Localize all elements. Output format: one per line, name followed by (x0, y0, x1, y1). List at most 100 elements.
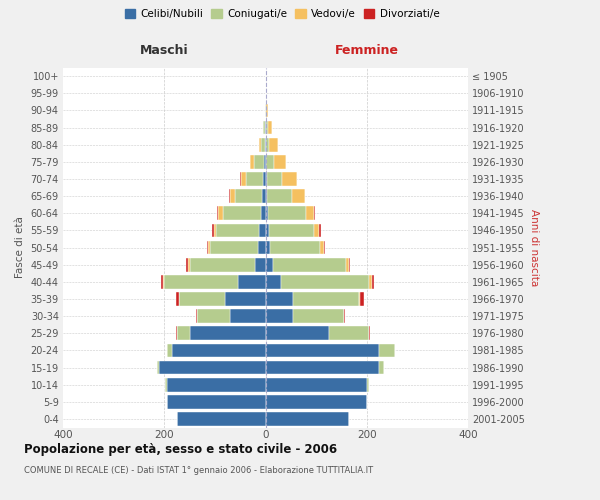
Bar (238, 275, 265, 288)
Bar (369, 275, 372, 288)
Bar (266, 172, 282, 186)
Text: Popolazione per età, sesso e stato civile - 2006: Popolazione per età, sesso e stato civil… (24, 442, 337, 456)
Bar (319, 224, 321, 237)
Bar (179, 292, 225, 306)
Bar (266, 104, 268, 117)
Bar (346, 258, 349, 272)
Bar (208, 240, 210, 254)
Bar (265, 258, 272, 272)
Bar (265, 292, 293, 306)
Bar (256, 258, 265, 272)
Bar (190, 258, 256, 272)
Bar (167, 344, 172, 357)
Bar (265, 275, 281, 288)
Bar (258, 240, 265, 254)
Bar (259, 138, 261, 151)
Bar (177, 326, 190, 340)
Bar (177, 412, 265, 426)
Bar (223, 206, 261, 220)
Bar (266, 138, 269, 151)
Bar (265, 344, 379, 357)
Bar (265, 224, 269, 237)
Bar (261, 138, 265, 151)
Bar (190, 326, 265, 340)
Bar (230, 309, 265, 323)
Bar (265, 189, 267, 203)
Bar (265, 412, 349, 426)
Bar (367, 378, 369, 392)
Bar (269, 240, 320, 254)
Bar (306, 206, 314, 220)
Bar (349, 258, 350, 272)
Bar (379, 344, 395, 357)
Bar (359, 292, 360, 306)
Bar (344, 309, 346, 323)
Bar (265, 309, 293, 323)
Bar (268, 120, 272, 134)
Y-axis label: Anni di nascita: Anni di nascita (529, 209, 539, 286)
Bar (207, 240, 208, 254)
Bar (262, 189, 265, 203)
Bar (176, 292, 179, 306)
Bar (314, 224, 319, 237)
Bar (188, 258, 190, 272)
Bar (265, 360, 379, 374)
Bar (235, 189, 262, 203)
Y-axis label: Fasce di età: Fasce di età (15, 216, 25, 278)
Bar (324, 240, 325, 254)
Bar (314, 206, 315, 220)
Bar (265, 240, 269, 254)
Bar (167, 395, 265, 408)
Bar (267, 189, 292, 203)
Bar (197, 309, 230, 323)
Bar (217, 206, 218, 220)
Bar (172, 344, 265, 357)
Bar (293, 309, 344, 323)
Bar (265, 172, 266, 186)
Bar (266, 155, 274, 168)
Bar (282, 172, 297, 186)
Bar (269, 224, 314, 237)
Bar (265, 395, 367, 408)
Bar (265, 378, 367, 392)
Bar (241, 172, 246, 186)
Bar (263, 120, 265, 134)
Bar (246, 172, 263, 186)
Bar (212, 224, 214, 237)
Bar (217, 224, 259, 237)
Bar (157, 360, 159, 374)
Bar (185, 258, 188, 272)
Bar (292, 189, 305, 203)
Bar (159, 360, 265, 374)
Bar (293, 292, 359, 306)
Bar (265, 326, 329, 340)
Bar (372, 275, 374, 288)
Bar (320, 240, 324, 254)
Bar (164, 275, 238, 288)
Bar (161, 275, 163, 288)
Text: Maschi: Maschi (140, 44, 188, 57)
Bar (210, 240, 258, 254)
Bar (225, 292, 265, 306)
Bar (274, 155, 286, 168)
Bar (165, 378, 167, 392)
Bar (259, 224, 265, 237)
Bar (254, 155, 265, 168)
Bar (329, 326, 369, 340)
Bar (250, 155, 254, 168)
Bar (281, 275, 369, 288)
Bar (167, 378, 265, 392)
Bar (261, 206, 265, 220)
Text: COMUNE DI RECALE (CE) - Dati ISTAT 1° gennaio 2006 - Elaborazione TUTTITALIA.IT: COMUNE DI RECALE (CE) - Dati ISTAT 1° ge… (24, 466, 373, 475)
Bar (196, 309, 197, 323)
Bar (272, 258, 346, 272)
Bar (263, 172, 265, 186)
Bar (269, 138, 278, 151)
Bar (218, 206, 223, 220)
Legend: Celibi/Nubili, Coniugati/e, Vedovi/e, Divorziati/e: Celibi/Nubili, Coniugati/e, Vedovi/e, Di… (121, 5, 443, 24)
Text: Femmine: Femmine (335, 44, 399, 57)
Bar (268, 206, 306, 220)
Bar (266, 120, 268, 134)
Bar (265, 206, 268, 220)
Bar (163, 275, 164, 288)
